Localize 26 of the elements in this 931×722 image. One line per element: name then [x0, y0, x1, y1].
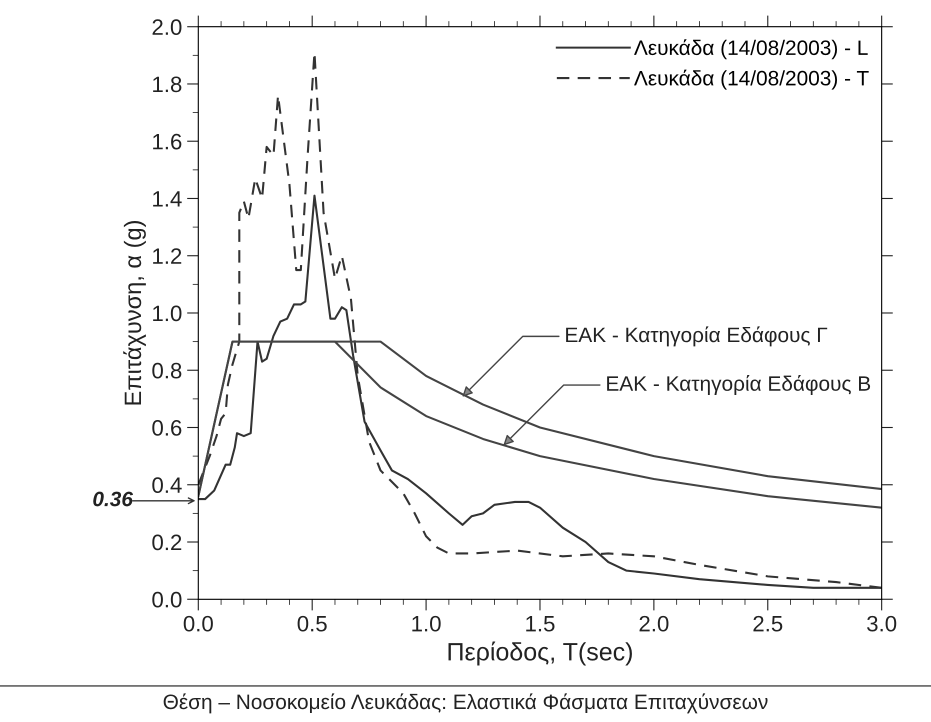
y-tick-label: 0.6 — [152, 420, 182, 436]
annotation: ΕΑΚ - Κατηγορία Εδάφους Γ — [566, 326, 828, 346]
x-tick-label: 1.0 — [412, 616, 441, 632]
x-tick-label: 1.5 — [526, 616, 554, 632]
annotation: ΕΑΚ - Κατηγορία Εδάφους Β — [607, 375, 870, 396]
legend-label: Λευκάδα (14/08/2003) - L — [634, 39, 868, 60]
y-tick-label: 1.4 — [153, 191, 182, 207]
text: 0.36 — [93, 492, 134, 506]
y-tick-label: 0.2 — [152, 534, 182, 550]
y-tick-label: 1.8 — [153, 76, 182, 92]
y-tick-label: 1.0 — [153, 306, 182, 322]
x-tick-label: 0.0 — [184, 616, 213, 632]
y-tick-label: 1.6 — [153, 134, 182, 150]
y-tick-label: 1.2 — [153, 248, 182, 264]
x-tick-label: 2.0 — [640, 616, 668, 632]
y-tick-label: 0.4 — [152, 477, 182, 494]
x-tick-label: 3.0 — [867, 616, 896, 632]
y-tick-label: 0.0 — [152, 592, 182, 608]
x-axis-title: Περίοδος, T(sec) — [448, 642, 632, 666]
y-tick-label: 0.8 — [152, 362, 182, 379]
x-tick-label: 0.5 — [298, 616, 327, 632]
legend-label: Λευκάδα (14/08/2003) - T — [634, 70, 869, 90]
text: Θέση – Νοσοκομείο Λευκάδας: Ελαστικά Φάσματα Επιταχύνσεων — [164, 693, 768, 714]
x-tick-label: 2.5 — [753, 616, 782, 632]
y-tick-label: 2.0 — [152, 19, 182, 35]
y-axis-title: Επιτάχυνση, α (g) — [123, 220, 146, 405]
